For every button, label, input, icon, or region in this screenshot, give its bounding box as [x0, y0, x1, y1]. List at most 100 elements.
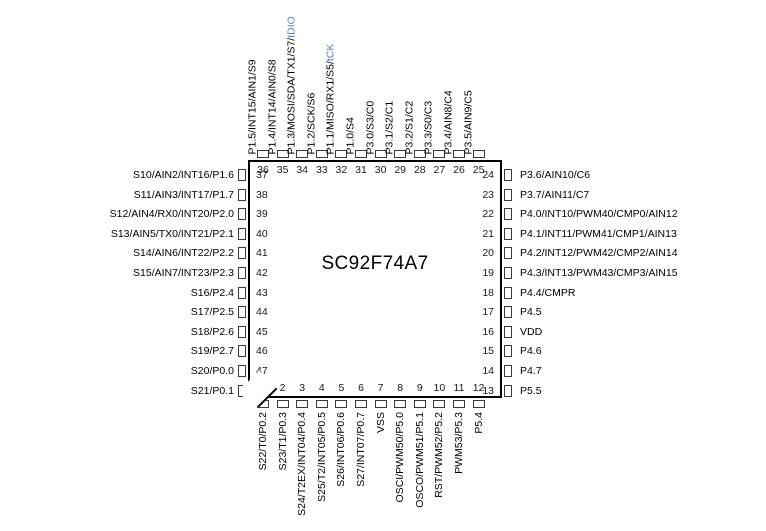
pin-pad[interactable] — [504, 208, 512, 221]
pin-number: 16 — [482, 325, 494, 338]
chip-part-number: SC92F74A7 — [321, 253, 429, 274]
pin-signal-label: P5.4 — [472, 412, 485, 434]
pin-pad[interactable] — [355, 400, 367, 408]
pin-number: 5 — [338, 382, 345, 394]
pin-pad[interactable] — [504, 267, 512, 279]
pin-signal-label: P3.4/AIN8/C4 — [442, 90, 455, 155]
pin-pad[interactable] — [238, 188, 246, 201]
pin-signal-label: P3.5/AIN9/C5 — [462, 90, 475, 155]
pin-pad[interactable] — [504, 365, 512, 377]
pin-number: 14 — [482, 365, 494, 377]
pin-pad[interactable] — [504, 306, 512, 319]
pin-pad[interactable] — [238, 227, 246, 240]
pin-number: 22 — [482, 208, 494, 221]
pin-pad[interactable] — [504, 325, 512, 338]
pin-signal-label: P4.2/INT12/PWM42/CMP2/AIN14 — [520, 247, 678, 260]
pin-signal-label: S24/T2EX/INT04/P0.4 — [296, 412, 309, 516]
pin-signal-label: S12/AIN4/RX0/INT20/P2.0 — [109, 207, 234, 220]
pin-signal-label: P3.2/S1/C2 — [403, 100, 416, 155]
pin-pad[interactable] — [433, 150, 446, 158]
pin-pad[interactable] — [238, 169, 246, 181]
pin-pad[interactable] — [276, 150, 289, 158]
pin-number: 36 — [257, 164, 269, 176]
pin-pad[interactable] — [238, 208, 246, 221]
pin-pad[interactable] — [296, 400, 309, 408]
pin-signal-label: P3.1/S2/C1 — [383, 100, 396, 155]
pin-signal-label: S18/P2.6 — [190, 325, 234, 338]
pin-signal-label: RST/PWM52/P5.2 — [433, 412, 446, 498]
pin-pad[interactable] — [296, 150, 309, 158]
pin-number: 25 — [472, 164, 485, 176]
pin-number: 23 — [482, 188, 494, 201]
pin-number: 42 — [256, 267, 268, 279]
pin-pad[interactable] — [413, 150, 426, 158]
pin-number: 28 — [413, 164, 426, 176]
pin-number: 26 — [453, 164, 465, 176]
pin-number: 4 — [318, 382, 325, 394]
pin-signal-label: S13/AIN5/TX0/INT21/P2.1 — [110, 227, 234, 240]
pin-signal-label: S16/P2.4 — [190, 286, 234, 299]
pin-pad[interactable] — [504, 384, 512, 397]
pin-signal-label: P3.7/AIN11/C7 — [520, 188, 590, 201]
pin-number: 3 — [299, 382, 306, 394]
pin-pad[interactable] — [238, 286, 246, 299]
pin-number: 8 — [397, 382, 404, 394]
pin-pad[interactable] — [504, 188, 512, 201]
pin-number: 46 — [256, 345, 268, 358]
pin-pad[interactable] — [413, 400, 426, 408]
jtag-signal-text: tCK — [324, 43, 337, 62]
pin-number: 43 — [256, 286, 268, 299]
pin-pad[interactable] — [504, 345, 512, 358]
pin-pad[interactable] — [472, 400, 485, 408]
pin-pad[interactable] — [504, 247, 512, 260]
pin-number: 15 — [482, 345, 494, 358]
pin-pad[interactable] — [374, 400, 387, 408]
pin-number: 41 — [256, 247, 268, 260]
pin-pad[interactable] — [315, 400, 328, 408]
pin-signal-label: P1.2/SCK/S6 — [305, 92, 318, 155]
pin-pad[interactable] — [374, 150, 387, 158]
pin-pad[interactable] — [238, 365, 246, 377]
pin-signal-label: S11/AIN3/INT17/P1.7 — [133, 188, 234, 201]
pin-signal-label: P1.0/S4 — [344, 117, 357, 155]
pin-signal-label: P4.5 — [520, 305, 542, 318]
pin-pad[interactable] — [276, 400, 289, 408]
pin-number: 10 — [433, 382, 446, 394]
pin-pad[interactable] — [335, 150, 348, 158]
pin-signal-label: S20/P0.0 — [190, 364, 234, 377]
pin-pad[interactable] — [453, 400, 465, 408]
pin-pad[interactable] — [504, 286, 512, 299]
pin-pad[interactable] — [504, 169, 512, 181]
pin-number: 18 — [482, 286, 494, 299]
pin-number: 38 — [256, 188, 268, 201]
pin-pad[interactable] — [238, 267, 246, 279]
pin-number: 31 — [355, 164, 367, 176]
pin-number: 6 — [358, 382, 364, 394]
pin-signal-label: P5.5 — [520, 384, 542, 397]
pin-pad[interactable] — [433, 400, 446, 408]
pin-pad[interactable] — [238, 345, 246, 358]
pin-pad[interactable] — [453, 150, 465, 158]
pin-number: 40 — [256, 227, 268, 240]
pin-pad[interactable] — [394, 150, 407, 158]
pin-pad[interactable] — [257, 150, 269, 158]
pin-number: 35 — [276, 164, 289, 176]
pin-number: 45 — [256, 325, 268, 338]
pin-signal-label: P1.3/MOSI/SDA/TX1/S7/tDIO — [286, 16, 298, 154]
pin-signal-label: S19/P2.7 — [190, 345, 234, 358]
pin-pad[interactable] — [504, 227, 512, 240]
pin-number: 29 — [394, 164, 407, 176]
pin-pad[interactable] — [315, 150, 328, 158]
pin-pad[interactable] — [472, 150, 485, 158]
pin-pad[interactable] — [355, 150, 367, 158]
pin-number: 20 — [482, 247, 494, 260]
pin-pad[interactable] — [238, 306, 246, 319]
chip-body — [248, 160, 502, 398]
pin-pad[interactable] — [335, 400, 348, 408]
pin-pad[interactable] — [238, 325, 246, 338]
pin-pad[interactable] — [394, 400, 407, 408]
pin-signal-label: S25/T2/INT05/P0.5 — [315, 412, 328, 502]
pin-pad[interactable] — [238, 247, 246, 260]
pin-signal-label: P4.3/INT13/PWM43/CMP3/AIN15 — [520, 266, 678, 279]
